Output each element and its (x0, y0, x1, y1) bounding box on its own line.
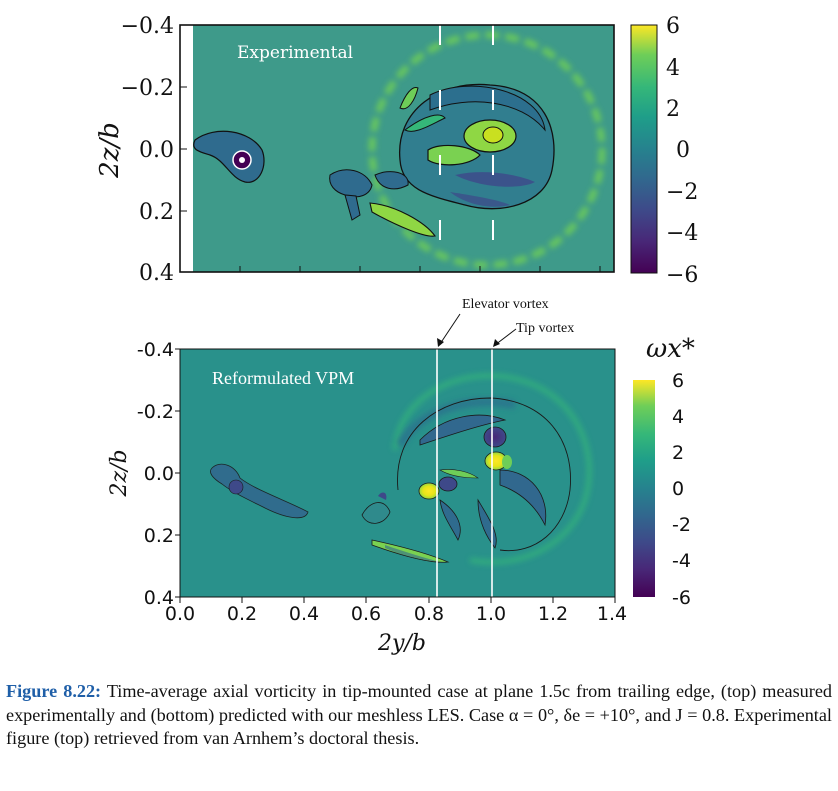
top-ytick-label: −0.2 (121, 76, 174, 101)
bottom-x-axis: 0.0 0.2 0.4 0.6 0.8 1.0 1.2 1.4 (165, 597, 627, 625)
top-y-axis-label: 2z/b (95, 122, 125, 179)
bottom-vorticity-field (210, 349, 592, 597)
bottom-colorbar-tick: -2 (672, 514, 691, 536)
bottom-y-axis: -0.4 -0.2 0.0 0.2 0.4 (137, 339, 180, 609)
top-colorbar-tick: 6 (666, 14, 680, 39)
top-x-ticks (239, 266, 601, 272)
top-vorticity-field (193, 25, 606, 272)
figure-caption: Figure 8.22: Time-average axial vorticit… (6, 680, 832, 751)
top-ytick-label: 0.0 (139, 138, 174, 163)
bottom-ytick-label: -0.2 (137, 401, 174, 423)
bottom-ytick-label: 0.0 (144, 463, 174, 485)
bottom-colorbar-tick: -6 (672, 587, 691, 609)
bottom-xtick-label: 0.6 (351, 603, 381, 625)
top-ytick-label: 0.2 (139, 200, 174, 225)
bottom-colorbar-tick: 0 (672, 478, 684, 500)
top-colorbar-tick: 4 (666, 56, 680, 81)
bottom-ytick-label: 0.2 (144, 525, 174, 547)
bottom-xtick-label: 1.2 (538, 603, 568, 625)
bottom-panel-label: Reformulated VPM (212, 368, 354, 388)
top-ytick-label: −0.4 (121, 14, 174, 39)
top-colorbar-tick: 0 (676, 138, 690, 163)
bottom-xtick-label: 1.4 (597, 603, 627, 625)
top-heatmap: Experimental (179, 24, 615, 273)
bottom-ytick-label: -0.4 (137, 339, 174, 361)
bottom-xtick-label: 0.2 (227, 603, 257, 625)
figure: Experimental −0.4 −0.2 0.0 0.2 0.4 2z/b … (95, 14, 698, 656)
top-panel-label: Experimental (237, 43, 353, 63)
bottom-ytick-label: 0.4 (144, 587, 174, 609)
bottom-x-axis-label: 2y/b (377, 631, 426, 656)
figure-caption-label: Figure 8.22: (6, 681, 102, 701)
bottom-xtick-label: 0.4 (289, 603, 319, 625)
bottom-colorbar-tick: -4 (672, 550, 691, 572)
bottom-colorbar-tick: 2 (672, 442, 684, 464)
top-colorbar-tick: −2 (666, 180, 698, 205)
bottom-heatmap: Reformulated VPM (179, 348, 616, 598)
top-colorbar-tick: −6 (666, 263, 698, 288)
bottom-xtick-label: 1.0 (476, 603, 506, 625)
bottom-y-axis-label: 2z/b (107, 449, 132, 497)
figure-caption-text: Time-average axial vorticity in tip-moun… (6, 681, 832, 748)
bottom-colorbar-tick: 4 (672, 406, 684, 428)
top-colorbar: 6 4 2 0 −2 −4 −6 (630, 14, 698, 288)
bottom-colorbar-title: ωx* (646, 334, 695, 364)
vortex-annotations: Elevator vortex Tip vortex (437, 297, 574, 347)
top-ytick-label: 0.4 (139, 261, 174, 286)
elevator-vortex-annotation: Elevator vortex (462, 297, 549, 312)
tip-vortex-annotation: Tip vortex (516, 321, 574, 336)
bottom-xtick-label: 0.8 (414, 603, 444, 625)
top-y-axis: −0.4 −0.2 0.0 0.2 0.4 (121, 14, 187, 286)
bottom-colorbar: ωx* 6 4 2 0 -2 -4 -6 (633, 334, 695, 609)
bottom-xtick-label: 0.0 (165, 603, 195, 625)
top-colorbar-tick: −4 (666, 221, 698, 246)
top-colorbar-tick: 2 (666, 97, 680, 122)
bottom-colorbar-tick: 6 (672, 370, 684, 392)
